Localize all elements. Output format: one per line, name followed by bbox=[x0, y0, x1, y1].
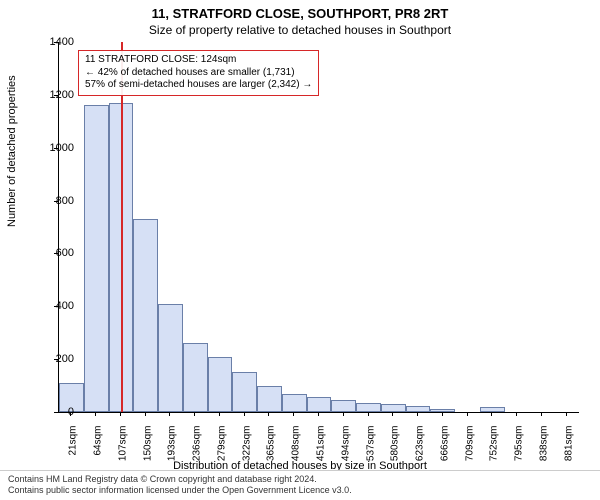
y-tick-mark bbox=[54, 95, 58, 96]
x-tick-mark bbox=[120, 412, 121, 416]
annotation-line-3: 57% of semi-detached houses are larger (… bbox=[85, 79, 312, 92]
footer-line-2: Contains public sector information licen… bbox=[8, 485, 592, 496]
x-tick-mark bbox=[194, 412, 195, 416]
y-tick-mark bbox=[54, 306, 58, 307]
annotation-line-1: 11 STRATFORD CLOSE: 124sqm bbox=[85, 54, 312, 67]
bar bbox=[208, 357, 233, 413]
chart-title: 11, STRATFORD CLOSE, SOUTHPORT, PR8 2RT bbox=[0, 0, 600, 21]
bar bbox=[257, 386, 282, 412]
histogram-chart: 11, STRATFORD CLOSE, SOUTHPORT, PR8 2RT … bbox=[0, 0, 600, 500]
footer: Contains HM Land Registry data © Crown c… bbox=[0, 470, 600, 500]
chart-subtitle: Size of property relative to detached ho… bbox=[0, 21, 600, 37]
x-tick-mark bbox=[70, 412, 71, 416]
y-tick-mark bbox=[54, 201, 58, 202]
x-tick-mark bbox=[417, 412, 418, 416]
bar bbox=[331, 400, 356, 412]
x-tick-mark bbox=[343, 412, 344, 416]
x-tick-mark bbox=[442, 412, 443, 416]
x-tick-mark bbox=[392, 412, 393, 416]
bar bbox=[430, 409, 455, 412]
bar bbox=[183, 343, 208, 412]
x-tick-mark bbox=[293, 412, 294, 416]
marker-line bbox=[121, 42, 123, 412]
x-tick-mark bbox=[145, 412, 146, 416]
x-tick-mark bbox=[566, 412, 567, 416]
bar bbox=[356, 403, 381, 412]
x-tick-mark bbox=[368, 412, 369, 416]
plot-area bbox=[58, 42, 579, 413]
y-tick-mark bbox=[54, 148, 58, 149]
bar bbox=[381, 404, 406, 412]
y-tick-mark bbox=[54, 412, 58, 413]
x-tick-mark bbox=[219, 412, 220, 416]
bar bbox=[84, 105, 109, 412]
y-axis-label: Number of detached properties bbox=[6, 75, 18, 227]
bar bbox=[158, 304, 183, 412]
bar bbox=[307, 397, 332, 412]
y-tick-mark bbox=[54, 253, 58, 254]
annotation-box: 11 STRATFORD CLOSE: 124sqm ← 42% of deta… bbox=[78, 50, 319, 96]
x-tick-mark bbox=[268, 412, 269, 416]
y-tick-mark bbox=[54, 359, 58, 360]
bar bbox=[282, 394, 307, 413]
x-tick-mark bbox=[467, 412, 468, 416]
x-tick-mark bbox=[244, 412, 245, 416]
x-tick-mark bbox=[95, 412, 96, 416]
y-tick-mark bbox=[54, 42, 58, 43]
x-tick-mark bbox=[318, 412, 319, 416]
annotation-line-2: ← 42% of detached houses are smaller (1,… bbox=[85, 67, 312, 80]
footer-line-1: Contains HM Land Registry data © Crown c… bbox=[8, 474, 592, 485]
x-tick-mark bbox=[169, 412, 170, 416]
x-tick-mark bbox=[491, 412, 492, 416]
bar bbox=[232, 372, 257, 412]
bar bbox=[133, 219, 158, 412]
x-tick-mark bbox=[541, 412, 542, 416]
x-tick-mark bbox=[516, 412, 517, 416]
